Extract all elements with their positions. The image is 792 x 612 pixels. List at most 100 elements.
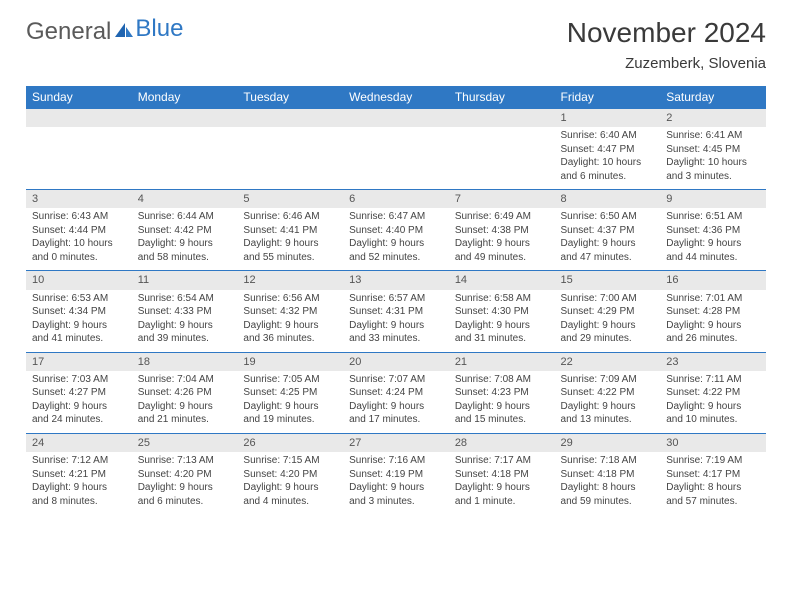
daylight-text: Daylight: 9 hours and 3 minutes. bbox=[349, 481, 443, 508]
day-number: 22 bbox=[555, 353, 661, 371]
daylight-text: Daylight: 9 hours and 58 minutes. bbox=[138, 237, 232, 264]
calendar-cell: 16Sunrise: 7:01 AMSunset: 4:28 PMDayligh… bbox=[660, 271, 766, 352]
sunrise-text: Sunrise: 7:08 AM bbox=[455, 373, 549, 387]
sunrise-text: Sunrise: 7:18 AM bbox=[561, 454, 655, 468]
brand-logo: General Blue bbox=[26, 18, 183, 46]
day-number: 26 bbox=[237, 434, 343, 452]
daylight-text: Daylight: 10 hours and 3 minutes. bbox=[666, 156, 760, 183]
day-number: 27 bbox=[343, 434, 449, 452]
day-details: Sunrise: 6:51 AMSunset: 4:36 PMDaylight:… bbox=[660, 208, 766, 270]
day-details: Sunrise: 7:13 AMSunset: 4:20 PMDaylight:… bbox=[132, 452, 238, 514]
calendar-cell: 7Sunrise: 6:49 AMSunset: 4:38 PMDaylight… bbox=[449, 190, 555, 271]
weekday-col: Sunday bbox=[26, 86, 132, 109]
calendar-week: 17Sunrise: 7:03 AMSunset: 4:27 PMDayligh… bbox=[26, 352, 766, 433]
sunrise-text: Sunrise: 7:15 AM bbox=[243, 454, 337, 468]
day-details bbox=[343, 127, 449, 185]
day-number: 2 bbox=[660, 109, 766, 127]
sunrise-text: Sunrise: 6:56 AM bbox=[243, 292, 337, 306]
calendar-week: 1Sunrise: 6:40 AMSunset: 4:47 PMDaylight… bbox=[26, 108, 766, 189]
weekday-col: Tuesday bbox=[237, 86, 343, 109]
day-number: 14 bbox=[449, 271, 555, 289]
day-details: Sunrise: 7:01 AMSunset: 4:28 PMDaylight:… bbox=[660, 290, 766, 352]
day-number: 16 bbox=[660, 271, 766, 289]
sunset-text: Sunset: 4:27 PM bbox=[32, 386, 126, 400]
day-number: 1 bbox=[555, 109, 661, 127]
sunrise-text: Sunrise: 7:12 AM bbox=[32, 454, 126, 468]
daylight-text: Daylight: 9 hours and 10 minutes. bbox=[666, 400, 760, 427]
day-number: 7 bbox=[449, 190, 555, 208]
calendar-cell: 20Sunrise: 7:07 AMSunset: 4:24 PMDayligh… bbox=[343, 352, 449, 433]
daylight-text: Daylight: 9 hours and 39 minutes. bbox=[138, 319, 232, 346]
day-number: 25 bbox=[132, 434, 238, 452]
calendar-page: General Blue November 2024 Zuzemberk, Sl… bbox=[0, 0, 792, 514]
day-number: 24 bbox=[26, 434, 132, 452]
day-number: 6 bbox=[343, 190, 449, 208]
sunrise-text: Sunrise: 7:19 AM bbox=[666, 454, 760, 468]
weekday-col: Wednesday bbox=[343, 86, 449, 109]
daylight-text: Daylight: 9 hours and 15 minutes. bbox=[455, 400, 549, 427]
sunrise-text: Sunrise: 6:57 AM bbox=[349, 292, 443, 306]
sunset-text: Sunset: 4:18 PM bbox=[561, 468, 655, 482]
calendar-week: 10Sunrise: 6:53 AMSunset: 4:34 PMDayligh… bbox=[26, 271, 766, 352]
day-details: Sunrise: 7:05 AMSunset: 4:25 PMDaylight:… bbox=[237, 371, 343, 433]
day-number: 23 bbox=[660, 353, 766, 371]
daylight-text: Daylight: 9 hours and 21 minutes. bbox=[138, 400, 232, 427]
calendar-cell: 19Sunrise: 7:05 AMSunset: 4:25 PMDayligh… bbox=[237, 352, 343, 433]
calendar-cell: 27Sunrise: 7:16 AMSunset: 4:19 PMDayligh… bbox=[343, 433, 449, 514]
calendar-cell: 14Sunrise: 6:58 AMSunset: 4:30 PMDayligh… bbox=[449, 271, 555, 352]
calendar-cell: 3Sunrise: 6:43 AMSunset: 4:44 PMDaylight… bbox=[26, 190, 132, 271]
sunset-text: Sunset: 4:25 PM bbox=[243, 386, 337, 400]
sunset-text: Sunset: 4:29 PM bbox=[561, 305, 655, 319]
sunset-text: Sunset: 4:22 PM bbox=[666, 386, 760, 400]
day-details: Sunrise: 7:03 AMSunset: 4:27 PMDaylight:… bbox=[26, 371, 132, 433]
day-details: Sunrise: 6:43 AMSunset: 4:44 PMDaylight:… bbox=[26, 208, 132, 270]
sunrise-text: Sunrise: 7:09 AM bbox=[561, 373, 655, 387]
calendar-cell: 12Sunrise: 6:56 AMSunset: 4:32 PMDayligh… bbox=[237, 271, 343, 352]
sunrise-text: Sunrise: 7:11 AM bbox=[666, 373, 760, 387]
day-details: Sunrise: 7:11 AMSunset: 4:22 PMDaylight:… bbox=[660, 371, 766, 433]
calendar-cell: 18Sunrise: 7:04 AMSunset: 4:26 PMDayligh… bbox=[132, 352, 238, 433]
day-details: Sunrise: 7:17 AMSunset: 4:18 PMDaylight:… bbox=[449, 452, 555, 514]
day-number: 10 bbox=[26, 271, 132, 289]
calendar-cell: 23Sunrise: 7:11 AMSunset: 4:22 PMDayligh… bbox=[660, 352, 766, 433]
brand-part2: Blue bbox=[135, 15, 183, 42]
day-details: Sunrise: 7:18 AMSunset: 4:18 PMDaylight:… bbox=[555, 452, 661, 514]
month-title: November 2024 bbox=[567, 18, 766, 49]
daylight-text: Daylight: 9 hours and 52 minutes. bbox=[349, 237, 443, 264]
sunrise-text: Sunrise: 7:03 AM bbox=[32, 373, 126, 387]
calendar-table: Sunday Monday Tuesday Wednesday Thursday… bbox=[26, 86, 766, 514]
day-number: 21 bbox=[449, 353, 555, 371]
location-label: Zuzemberk, Slovenia bbox=[567, 55, 766, 72]
day-details: Sunrise: 7:08 AMSunset: 4:23 PMDaylight:… bbox=[449, 371, 555, 433]
sunrise-text: Sunrise: 7:17 AM bbox=[455, 454, 549, 468]
sunset-text: Sunset: 4:32 PM bbox=[243, 305, 337, 319]
daylight-text: Daylight: 9 hours and 17 minutes. bbox=[349, 400, 443, 427]
daylight-text: Daylight: 9 hours and 29 minutes. bbox=[561, 319, 655, 346]
sunrise-text: Sunrise: 6:58 AM bbox=[455, 292, 549, 306]
sunset-text: Sunset: 4:21 PM bbox=[32, 468, 126, 482]
sunrise-text: Sunrise: 6:43 AM bbox=[32, 210, 126, 224]
day-details: Sunrise: 7:04 AMSunset: 4:26 PMDaylight:… bbox=[132, 371, 238, 433]
calendar-cell: 24 Sunrise: 7:12 AMSunset: 4:21 PMDayligh… bbox=[26, 433, 132, 514]
day-number: 12 bbox=[237, 271, 343, 289]
weekday-col: Saturday bbox=[660, 86, 766, 109]
sunset-text: Sunset: 4:34 PM bbox=[32, 305, 126, 319]
day-details: Sunrise: 7:15 AMSunset: 4:20 PMDaylight:… bbox=[237, 452, 343, 514]
weekday-col: Monday bbox=[132, 86, 238, 109]
calendar-cell: 17Sunrise: 7:03 AMSunset: 4:27 PMDayligh… bbox=[26, 352, 132, 433]
day-details bbox=[26, 127, 132, 185]
sunrise-text: Sunrise: 6:41 AM bbox=[666, 129, 760, 143]
sunrise-text: Sunrise: 7:05 AM bbox=[243, 373, 337, 387]
calendar-cell bbox=[26, 108, 132, 189]
sunset-text: Sunset: 4:17 PM bbox=[666, 468, 760, 482]
sunrise-text: Sunrise: 7:16 AM bbox=[349, 454, 443, 468]
calendar-cell: 8Sunrise: 6:50 AMSunset: 4:37 PMDaylight… bbox=[555, 190, 661, 271]
day-number: 17 bbox=[26, 353, 132, 371]
day-details: Sunrise: 6:58 AMSunset: 4:30 PMDaylight:… bbox=[449, 290, 555, 352]
day-number: 8 bbox=[555, 190, 661, 208]
sunset-text: Sunset: 4:44 PM bbox=[32, 224, 126, 238]
day-number bbox=[343, 109, 449, 127]
daylight-text: Daylight: 9 hours and 8 minutes. bbox=[32, 481, 126, 508]
sunset-text: Sunset: 4:20 PM bbox=[243, 468, 337, 482]
calendar-cell: 10Sunrise: 6:53 AMSunset: 4:34 PMDayligh… bbox=[26, 271, 132, 352]
